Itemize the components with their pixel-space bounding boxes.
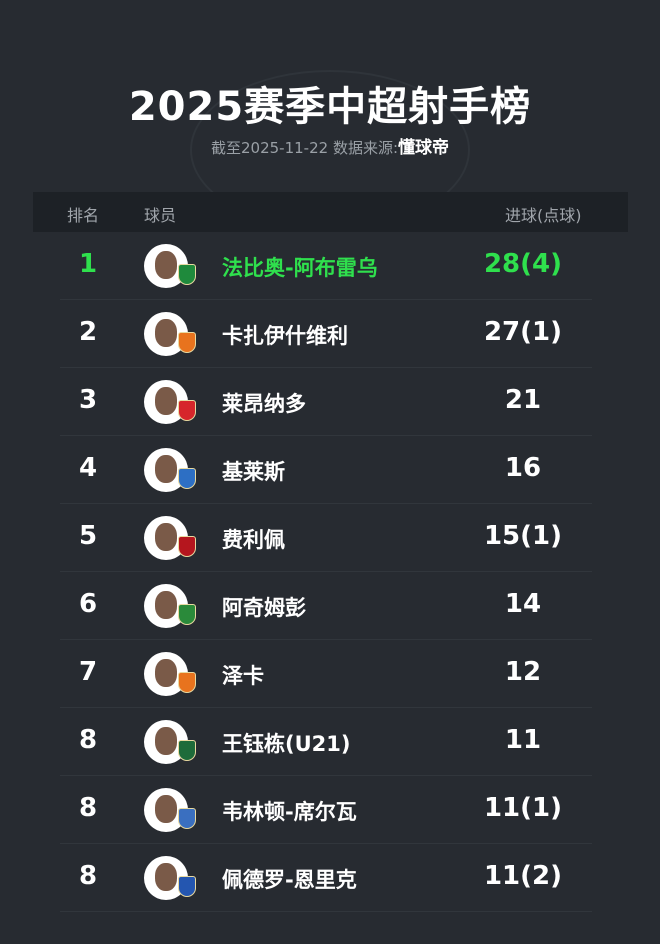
header-player: 球员 — [144, 206, 177, 225]
goals: 27(1) — [483, 317, 563, 347]
table-row[interactable]: 5 费利佩 15(1) — [60, 504, 592, 572]
team-badge-icon — [178, 876, 196, 897]
rank: 1 — [78, 249, 98, 279]
player-name: 卡扎伊什维利 — [222, 324, 348, 348]
player-name: 莱昂纳多 — [222, 392, 306, 416]
team-badge-icon — [178, 604, 196, 625]
rank: 5 — [78, 521, 98, 551]
rank: 7 — [78, 657, 98, 687]
table-row[interactable]: 2 卡扎伊什维利 27(1) — [60, 300, 592, 368]
goals: 12 — [504, 657, 542, 687]
goals: 14 — [504, 589, 542, 619]
player-name: 费利佩 — [222, 528, 285, 552]
subtitle: 截至2025-11-22 数据来源:懂球帝 — [0, 133, 660, 158]
header-goals: 进球(点球) — [505, 206, 582, 225]
player-name: 法比奥-阿布雷乌 — [222, 256, 378, 280]
header-rank: 排名 — [67, 206, 100, 225]
team-badge-icon — [178, 400, 196, 421]
team-badge-icon — [178, 536, 196, 557]
table-row[interactable]: 4 基莱斯 16 — [60, 436, 592, 504]
team-badge-icon — [178, 672, 196, 693]
player-name: 佩德罗-恩里克 — [222, 868, 357, 892]
team-badge-icon — [178, 332, 196, 353]
team-badge-icon — [178, 468, 196, 489]
table-row[interactable]: 3 莱昂纳多 21 — [60, 368, 592, 436]
rank: 8 — [78, 725, 98, 755]
goals: 21 — [504, 385, 542, 415]
goals: 16 — [504, 453, 542, 483]
goals: 11(2) — [483, 861, 563, 891]
goals: 28(4) — [483, 249, 563, 279]
rank: 4 — [78, 453, 98, 483]
rank: 3 — [78, 385, 98, 415]
source-name: 懂球帝 — [398, 138, 449, 158]
team-badge-icon — [178, 740, 196, 761]
rank: 2 — [78, 317, 98, 347]
table-row[interactable]: 7 泽卡 12 — [60, 640, 592, 708]
player-avatar — [144, 448, 188, 492]
table-row[interactable]: 1 法比奥-阿布雷乌 28(4) — [60, 232, 592, 300]
table-row[interactable]: 6 阿奇姆彭 14 — [60, 572, 592, 640]
rank: 8 — [78, 861, 98, 891]
player-name: 基莱斯 — [222, 460, 285, 484]
goals: 11 — [504, 725, 542, 755]
date-source-label: 截至2025-11-22 数据来源: — [211, 139, 398, 157]
rank: 6 — [78, 589, 98, 619]
rank: 8 — [78, 793, 98, 823]
team-badge-icon — [178, 808, 196, 829]
table-row[interactable]: 8 佩德罗-恩里克 11(2) — [60, 844, 592, 912]
page-title: 2025赛季中超射手榜 — [128, 84, 532, 130]
table-row[interactable]: 8 王钰栋(U21) 11 — [60, 708, 592, 776]
team-badge-icon — [178, 264, 196, 285]
goals: 15(1) — [483, 521, 563, 551]
player-name: 泽卡 — [222, 664, 264, 688]
goals: 11(1) — [483, 793, 563, 823]
table-row[interactable]: 8 韦林顿-席尔瓦 11(1) — [60, 776, 592, 844]
table-header: 排名 球员 进球(点球) — [33, 192, 628, 232]
player-name: 王钰栋(U21) — [222, 732, 351, 756]
player-name: 阿奇姆彭 — [222, 596, 306, 620]
player-name: 韦林顿-席尔瓦 — [222, 800, 357, 824]
